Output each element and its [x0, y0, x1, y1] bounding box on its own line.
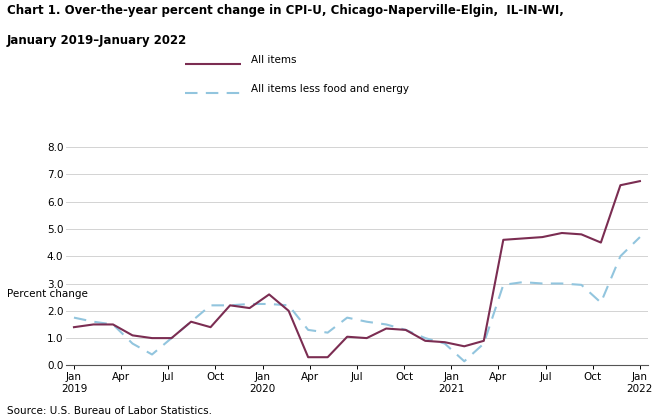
All items [597, 240, 605, 245]
All items [324, 354, 332, 360]
All items [538, 234, 546, 239]
All items less food and energy [597, 300, 605, 305]
All items less food and energy [499, 282, 507, 287]
All items less food and energy [578, 282, 586, 287]
All items less food and energy [402, 328, 410, 333]
All items [402, 328, 410, 333]
All items [558, 231, 566, 236]
All items less food and energy [148, 352, 156, 357]
All items less food and energy [246, 302, 254, 307]
All items less food and energy [109, 322, 117, 327]
All items less food and energy [480, 341, 488, 346]
All items less food and energy [324, 330, 332, 335]
All items less food and energy [128, 341, 136, 346]
All items less food and energy [382, 322, 390, 327]
Text: Percent change: Percent change [7, 289, 87, 299]
All items [89, 322, 97, 327]
All items [304, 354, 312, 360]
All items [70, 325, 78, 330]
All items [226, 303, 234, 308]
All items less food and energy [304, 328, 312, 333]
All items less food and energy [226, 303, 234, 308]
All items [480, 339, 488, 344]
All items less food and energy [187, 319, 195, 324]
All items less food and energy [519, 280, 527, 285]
All items [460, 344, 468, 349]
All items [519, 236, 527, 241]
Text: All items less food and energy: All items less food and energy [251, 84, 409, 94]
All items less food and energy [363, 319, 371, 324]
All items [343, 334, 351, 339]
All items less food and energy [265, 302, 273, 307]
All items [421, 339, 429, 344]
All items less food and energy [70, 315, 78, 320]
All items [363, 336, 371, 341]
All items less food and energy [285, 303, 293, 308]
Text: All items: All items [251, 55, 297, 65]
Text: January 2019–January 2022: January 2019–January 2022 [7, 34, 187, 47]
All items less food and energy [207, 303, 215, 308]
All items [441, 340, 449, 345]
Line: All items less food and energy: All items less food and energy [74, 237, 640, 361]
Text: Source: U.S. Bureau of Labor Statistics.: Source: U.S. Bureau of Labor Statistics. [7, 406, 212, 416]
All items less food and energy [558, 281, 566, 286]
All items [207, 325, 215, 330]
All items [148, 336, 156, 341]
Text: Chart 1. Over-the-year percent change in CPI-U, Chicago-Naperville-Elgin,  IL-IN: Chart 1. Over-the-year percent change in… [7, 4, 563, 17]
All items [617, 183, 625, 188]
All items [187, 319, 195, 324]
All items less food and energy [538, 281, 546, 286]
All items [285, 308, 293, 313]
All items less food and energy [168, 336, 176, 341]
All items less food and energy [89, 319, 97, 324]
All items [382, 326, 390, 331]
All items [246, 306, 254, 311]
All items [636, 178, 644, 184]
All items [168, 336, 176, 341]
All items less food and energy [421, 336, 429, 341]
All items less food and energy [460, 359, 468, 364]
Line: All items: All items [74, 181, 640, 357]
All items [265, 292, 273, 297]
All items less food and energy [343, 315, 351, 320]
All items less food and energy [441, 341, 449, 346]
All items less food and energy [617, 254, 625, 259]
All items less food and energy [636, 234, 644, 239]
All items [499, 237, 507, 242]
All items [578, 232, 586, 237]
All items [128, 333, 136, 338]
All items [109, 322, 117, 327]
